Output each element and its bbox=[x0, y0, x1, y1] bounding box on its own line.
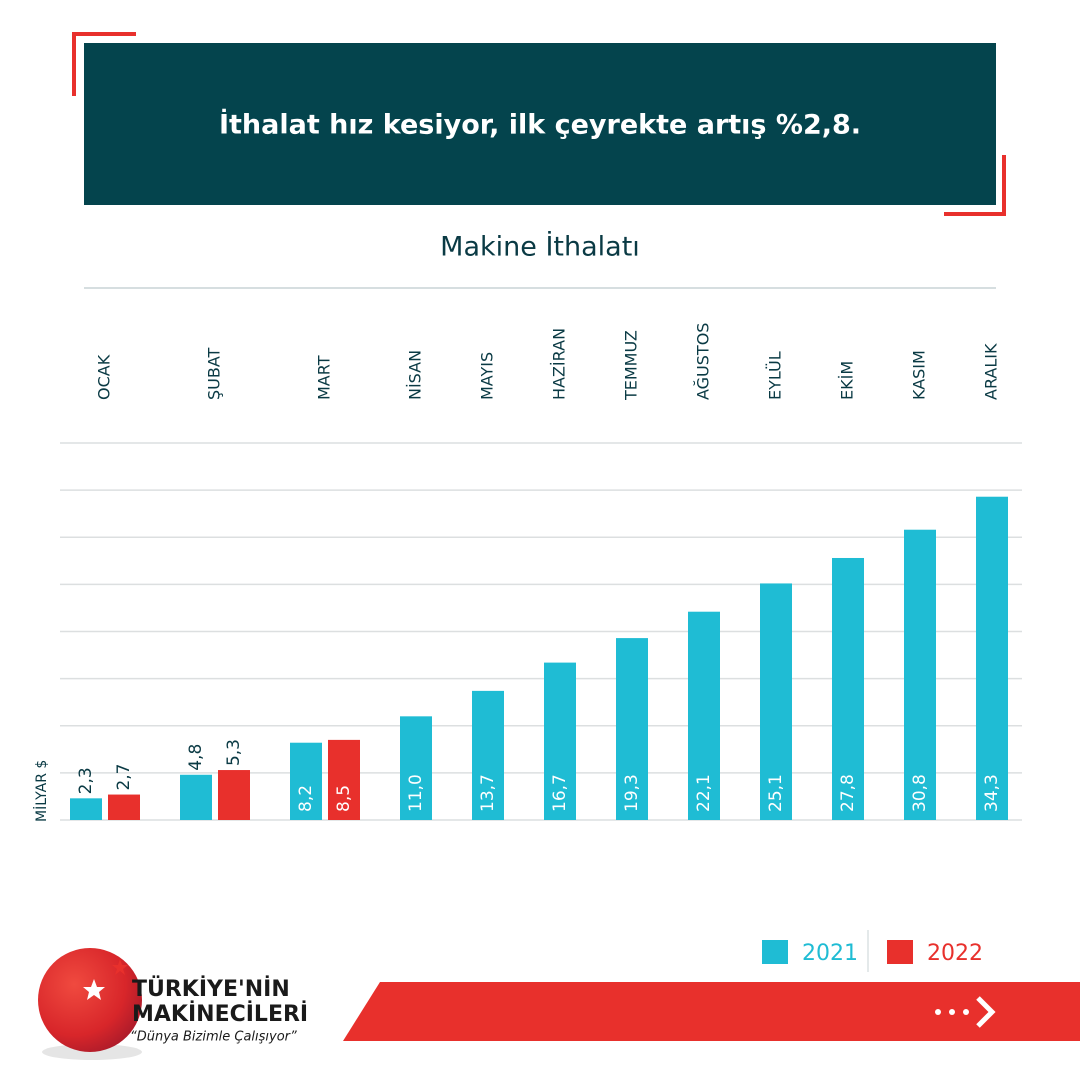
value-label: 25,1 bbox=[766, 774, 786, 812]
bar bbox=[328, 739, 360, 820]
logo-shadow bbox=[42, 1044, 142, 1060]
bar bbox=[832, 557, 864, 820]
x-tick-label: AĞUSTOS bbox=[694, 323, 713, 400]
legend: 2021 2022 bbox=[762, 940, 983, 966]
logo-star bbox=[83, 979, 105, 1000]
value-label: 8,2 bbox=[296, 785, 316, 812]
brand-slogan: “Dünya Bizimle Çalışıyor” bbox=[130, 1030, 297, 1045]
bar bbox=[904, 529, 936, 820]
bar bbox=[616, 638, 648, 820]
value-label: 27,8 bbox=[838, 774, 858, 812]
x-tick-label: MART bbox=[315, 355, 334, 400]
value-label: 2,3 bbox=[76, 767, 96, 794]
value-label: 22,1 bbox=[694, 774, 714, 812]
x-tick-label: TEMMUZ bbox=[622, 330, 641, 401]
value-label: 4,8 bbox=[186, 744, 206, 771]
legend-swatch bbox=[887, 940, 913, 964]
x-tick-label: OCAK bbox=[95, 354, 114, 400]
x-tick-label: ŞUBAT bbox=[205, 347, 224, 400]
logo-star bbox=[112, 959, 128, 975]
value-label: 5,3 bbox=[224, 739, 244, 766]
legend-label: 2021 bbox=[802, 941, 858, 966]
bar bbox=[688, 611, 720, 820]
value-label: 30,8 bbox=[910, 774, 930, 812]
bar bbox=[180, 774, 212, 820]
x-tick-label: MAYIS bbox=[478, 352, 497, 400]
brand-line: TÜRKİYE'NİN bbox=[132, 976, 290, 1002]
bar bbox=[544, 662, 576, 820]
value-label: 8,5 bbox=[334, 785, 354, 812]
x-tick-label: ARALIK bbox=[982, 343, 1001, 400]
bar bbox=[760, 583, 792, 820]
footer-band bbox=[343, 982, 1080, 1041]
x-tick-label: EYLÜL bbox=[766, 351, 785, 400]
bar bbox=[108, 794, 140, 820]
x-tick-label: KASIM bbox=[910, 350, 929, 400]
x-tick-label: HAZİRAN bbox=[550, 328, 569, 400]
bar bbox=[400, 716, 432, 820]
bar bbox=[976, 496, 1008, 820]
x-tick-label: NİSAN bbox=[406, 350, 425, 400]
bar bbox=[290, 742, 322, 820]
y-axis-label: MİLYAR $ bbox=[32, 760, 50, 822]
bar bbox=[218, 770, 250, 820]
chart-title: Makine İthalatı bbox=[440, 231, 640, 263]
bar bbox=[472, 690, 504, 820]
value-label: 16,7 bbox=[550, 774, 570, 812]
header-title: İthalat hız kesiyor, ilk çeyrekte artış … bbox=[219, 109, 861, 141]
value-label: 19,3 bbox=[622, 774, 642, 812]
x-tick-label: EKİM bbox=[838, 361, 857, 400]
brand-line: MAKİNECİLERİ bbox=[132, 1001, 308, 1027]
legend-label: 2022 bbox=[927, 941, 983, 966]
value-label: 2,7 bbox=[114, 764, 134, 791]
header-box bbox=[84, 43, 996, 205]
plot: 2,3 2,7 OCAK 4,8 5,3 ŞUBAT 8,2 8,5 MART 11,0 NİSAN… bbox=[60, 323, 1022, 821]
next-arrow bbox=[935, 996, 996, 1028]
bar bbox=[70, 798, 102, 820]
value-label: 13,7 bbox=[478, 774, 498, 812]
value-label: 11,0 bbox=[406, 774, 426, 812]
logo-ball bbox=[38, 948, 142, 1052]
legend-swatch bbox=[762, 940, 788, 964]
value-label: 34,3 bbox=[982, 774, 1002, 812]
